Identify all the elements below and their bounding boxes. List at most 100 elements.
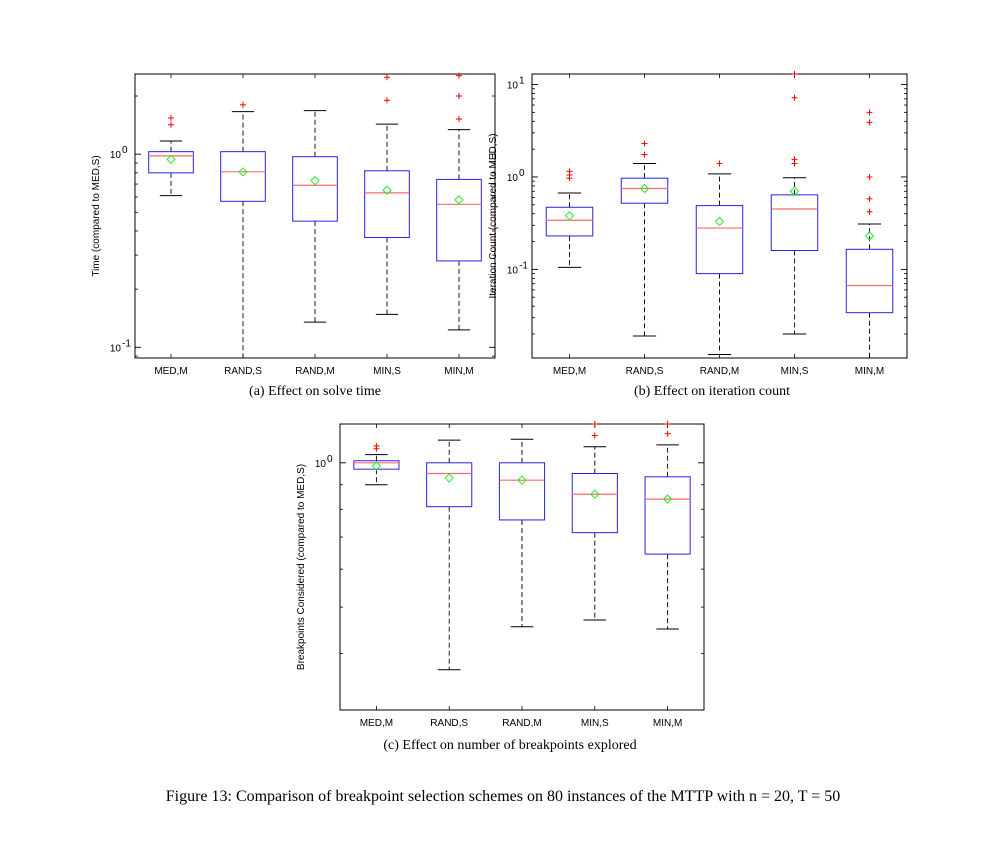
y-tick-label: 10 (110, 343, 122, 354)
box-rand-m: RAND,M (498, 424, 546, 729)
outlier-marker (866, 109, 873, 116)
x-tick-label: RAND,S (626, 366, 664, 377)
y-tick-label: 10 (507, 81, 519, 92)
x-tick-label: MED,M (360, 718, 393, 729)
mean-marker (564, 211, 575, 221)
mean-marker (382, 185, 392, 195)
outlier-marker (384, 74, 390, 81)
iqr-box (353, 460, 400, 470)
box-rand-m: RAND,M (292, 74, 338, 377)
outlier-marker (591, 421, 598, 427)
x-tick-label: MED,M (553, 366, 586, 377)
box-rand-s: RAND,S (220, 74, 266, 377)
chart-breakpoints: 10 0 Breakpoints Considered (compared to M… (296, 421, 705, 729)
box-min-m: MIN,M (644, 421, 691, 729)
y-tick-exponent: -1 (122, 338, 131, 349)
panel-c: 10 0 Breakpoints Considered (compared to M… (290, 410, 720, 753)
outlier-marker (456, 116, 462, 123)
mean-marker (238, 167, 248, 177)
outlier-marker (641, 140, 648, 147)
mean-marker (662, 494, 673, 504)
panel-b: 10 -1 10 0 10 1 Iteration Count (compared to M… (488, 60, 922, 399)
x-tick-label: RAND,M (295, 366, 334, 377)
mean-marker (590, 489, 600, 499)
y-tick-label: 10 (110, 150, 122, 161)
x-tick-label: MED,M (154, 366, 187, 377)
mean-marker (517, 475, 527, 485)
outlier-marker (591, 432, 598, 439)
caption-a: (a) Effect on solve time (249, 384, 381, 399)
outlier-marker (866, 195, 873, 202)
iqr-box (292, 156, 338, 222)
box-rand-m: RAND,M (695, 74, 744, 377)
iqr-box (426, 462, 473, 508)
box-min-s: MIN,S (571, 421, 618, 729)
mean-marker (639, 183, 650, 194)
iqr-box (695, 205, 744, 275)
box-min-m: MIN,M (436, 72, 482, 377)
iqr-box (620, 177, 669, 204)
x-tick-label: MIN,M (855, 366, 884, 377)
x-tick-label: MIN,S (581, 718, 609, 729)
iqr-box (845, 248, 894, 314)
iqr-box (644, 476, 691, 555)
outlier-marker (791, 156, 798, 163)
y-tick-exponent: 1 (519, 76, 525, 87)
outlier-marker (866, 208, 873, 215)
y-tick-exponent: -1 (519, 260, 528, 271)
iqr-box (364, 170, 410, 239)
outlier-marker (456, 93, 462, 100)
caption-b: (b) Effect on iteration count (633, 384, 791, 399)
y-tick-label: 10 (507, 173, 519, 184)
x-tick-label: RAND,M (700, 366, 739, 377)
box-min-s: MIN,S (770, 71, 819, 377)
box-min-m: MIN,M (845, 74, 894, 377)
box-rand-s: RAND,S (620, 74, 669, 377)
y-tick-label: 10 (315, 459, 327, 470)
y-axis-label: Iteration Count (compared to MED,S) (488, 133, 499, 298)
outlier-marker (240, 101, 246, 108)
y-axis-label: Breakpoints Considered (compared to MED,… (296, 464, 307, 670)
iqr-box (436, 178, 482, 262)
caption-c: (c) Effect on number of breakpoints expl… (383, 738, 637, 753)
outlier-marker (791, 94, 798, 101)
mean-marker (310, 175, 320, 186)
x-tick-label: RAND,S (430, 718, 468, 729)
mean-marker (454, 195, 464, 205)
box-med-m: MED,M (545, 74, 594, 377)
mean-marker (166, 154, 176, 165)
outlier-marker (641, 151, 648, 158)
y-tick-exponent: 0 (122, 145, 128, 156)
box-rand-s: RAND,S (426, 424, 473, 729)
outlier-marker (664, 430, 671, 437)
iqr-box (571, 472, 618, 534)
y-tick-exponent: 0 (327, 454, 333, 465)
outlier-marker (664, 421, 671, 427)
y-tick-label: 10 (507, 265, 519, 276)
box-med-m: MED,M (148, 74, 194, 377)
iqr-box (498, 462, 546, 521)
mean-marker (371, 461, 382, 471)
outlier-marker (866, 173, 873, 180)
outlier-marker (384, 97, 390, 104)
mean-marker (789, 186, 800, 196)
outlier-marker (168, 121, 174, 128)
mean-marker (864, 231, 875, 241)
outlier-marker (866, 119, 873, 126)
x-tick-label: MIN,M (444, 366, 473, 377)
figure-caption: Figure 13: Comparison of breakpoint sele… (165, 788, 841, 805)
y-axis-label: Time (compared to MED,S) (91, 155, 102, 276)
x-tick-label: RAND,M (502, 718, 541, 729)
x-tick-label: MIN,S (373, 366, 401, 377)
panel-a: 10 -1 10 0 Time (compared to MED,S) MED,M RAND… (30, 60, 510, 399)
outlier-marker (791, 71, 798, 77)
iqr-box (770, 194, 819, 252)
x-tick-label: MIN,S (781, 366, 809, 377)
iqr-box (148, 151, 194, 174)
outlier-marker (373, 442, 380, 449)
outlier-marker (168, 114, 174, 121)
y-tick-exponent: 0 (519, 168, 525, 179)
mean-marker (714, 216, 725, 227)
